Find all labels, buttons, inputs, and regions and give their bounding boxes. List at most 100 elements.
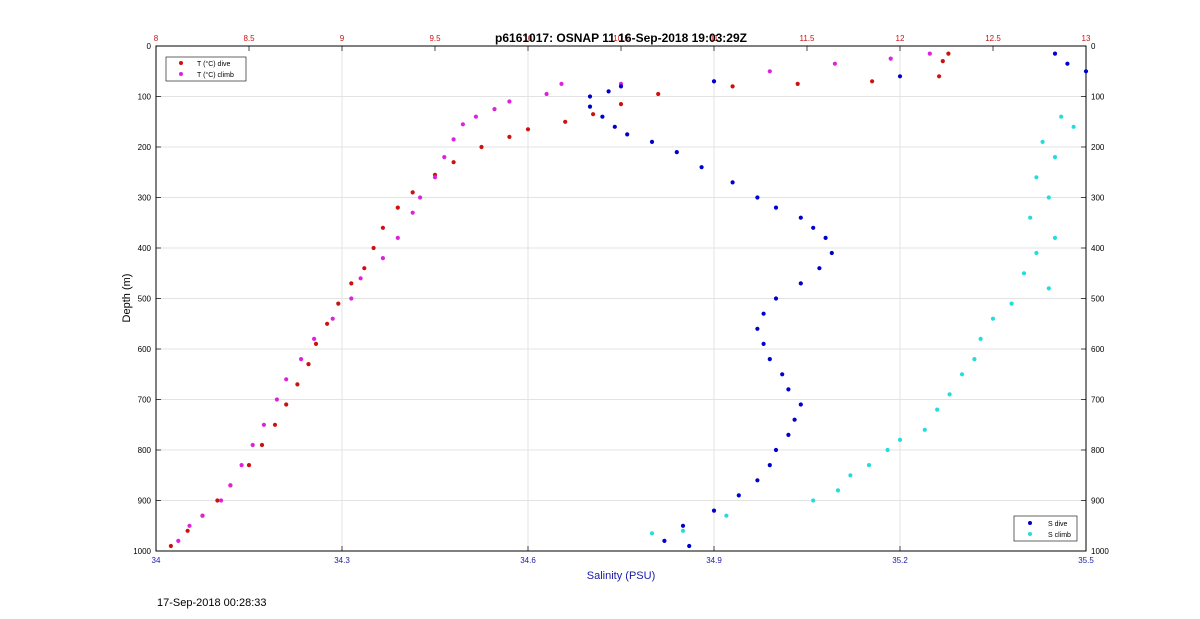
y-tick-label-left: 0 [147,42,152,51]
data-point [662,538,667,544]
data-point [618,102,624,107]
legend-marker-s-climb [1028,532,1032,536]
data-point [755,326,760,331]
data-point [618,84,624,89]
data-point [829,250,834,256]
data-point [261,422,266,427]
data-point [736,493,741,498]
data-point [780,372,785,377]
data-point [215,498,220,503]
data-point [312,336,317,341]
legend-label-t-climb: T (°C) climb [197,71,234,79]
data-point [246,463,252,468]
y-tick-label-right: 800 [1091,446,1105,455]
x-tick-label-top: 8.5 [243,34,255,43]
data-point [835,488,841,493]
x-tick-label-top: 10.5 [613,34,629,43]
x-tick-label-bottom: 35.2 [892,556,908,565]
data-point [600,114,605,119]
data-point [811,225,816,230]
generated-timestamp: 17-Sep-2018 00:28:33 [157,597,267,609]
data-point [1083,69,1089,74]
data-point [767,463,772,468]
data-point [699,165,704,170]
data-point [730,84,735,89]
data-point [168,543,173,549]
y-tick-label-left: 500 [138,295,152,304]
data-point [848,473,853,478]
data-point [1021,271,1027,276]
data-point [947,392,952,397]
data-point [674,150,679,155]
data-point [798,281,803,286]
data-point [724,513,729,518]
x-tick-label-top: 11.5 [800,34,816,43]
series-3 [649,114,1076,536]
data-point [1009,301,1014,306]
chart-title: p6161017: OSNAP 11 16-Sep-2018 19:03:29Z [495,31,747,45]
data-point [922,427,927,432]
data-point [395,235,400,240]
data-point [990,316,996,321]
data-point [479,144,484,150]
data-point [870,79,875,84]
axis-ticks: 0 0 100 100 200 200 300 300 400 400 500 500 600 600 70… [133,34,1109,565]
y-tick-label-right: 700 [1091,396,1105,405]
data-point [591,112,596,117]
data-point [711,508,717,513]
x-tick-label-bottom: 34.6 [520,556,536,565]
data-point [371,245,376,251]
data-point [559,81,564,86]
data-point [773,447,779,453]
data-point [507,134,512,139]
grid-lines [155,45,1087,552]
data-point [792,417,797,422]
data-point [1052,51,1058,56]
data-point [761,341,766,346]
data-point [1071,124,1076,129]
data-point [380,256,385,261]
legend-salinity: S dive S climb [1013,515,1078,542]
data-point [1028,215,1033,220]
x-axis-label-salinity: Salinity (PSU) [587,570,655,582]
data-point [1046,286,1051,291]
y-tick-label-right: 600 [1091,345,1105,354]
data-point [897,74,903,79]
data-point [656,91,661,97]
x-tick-label-top: 9 [340,34,345,43]
x-tick-label-top: 12 [896,34,905,43]
data-point [299,357,304,362]
data-point [773,296,779,301]
data-point [755,195,760,200]
data-point [525,127,531,132]
data-point [250,442,255,448]
x-tick-label-top: 12.5 [985,34,1001,43]
legend-marker-s-dive [1028,521,1032,525]
y-tick-label-right: 500 [1091,295,1105,304]
data-point [219,498,224,503]
y-axis-label: Depth (m) [121,274,133,323]
data-point [442,155,447,160]
data-point [185,528,190,533]
legend-marker-t-climb [179,72,183,76]
data-point [767,69,772,74]
data-point [1034,175,1039,180]
data-point [1052,235,1058,240]
data-point [380,225,385,230]
legend-label-s-climb: S climb [1048,532,1071,539]
data-point [767,357,772,362]
data-point [978,336,983,341]
data-point [451,137,456,142]
data-point [786,387,791,392]
series-2 [587,51,1089,549]
data-point [272,422,278,427]
data-point [259,442,265,448]
x-tick-label-bottom: 34.9 [706,556,722,565]
data-point [687,543,692,549]
data-point [711,79,717,84]
data-point [817,266,822,271]
data-point [325,321,330,326]
data-point [888,56,893,61]
x-tick-label-bottom: 35.5 [1078,556,1094,565]
